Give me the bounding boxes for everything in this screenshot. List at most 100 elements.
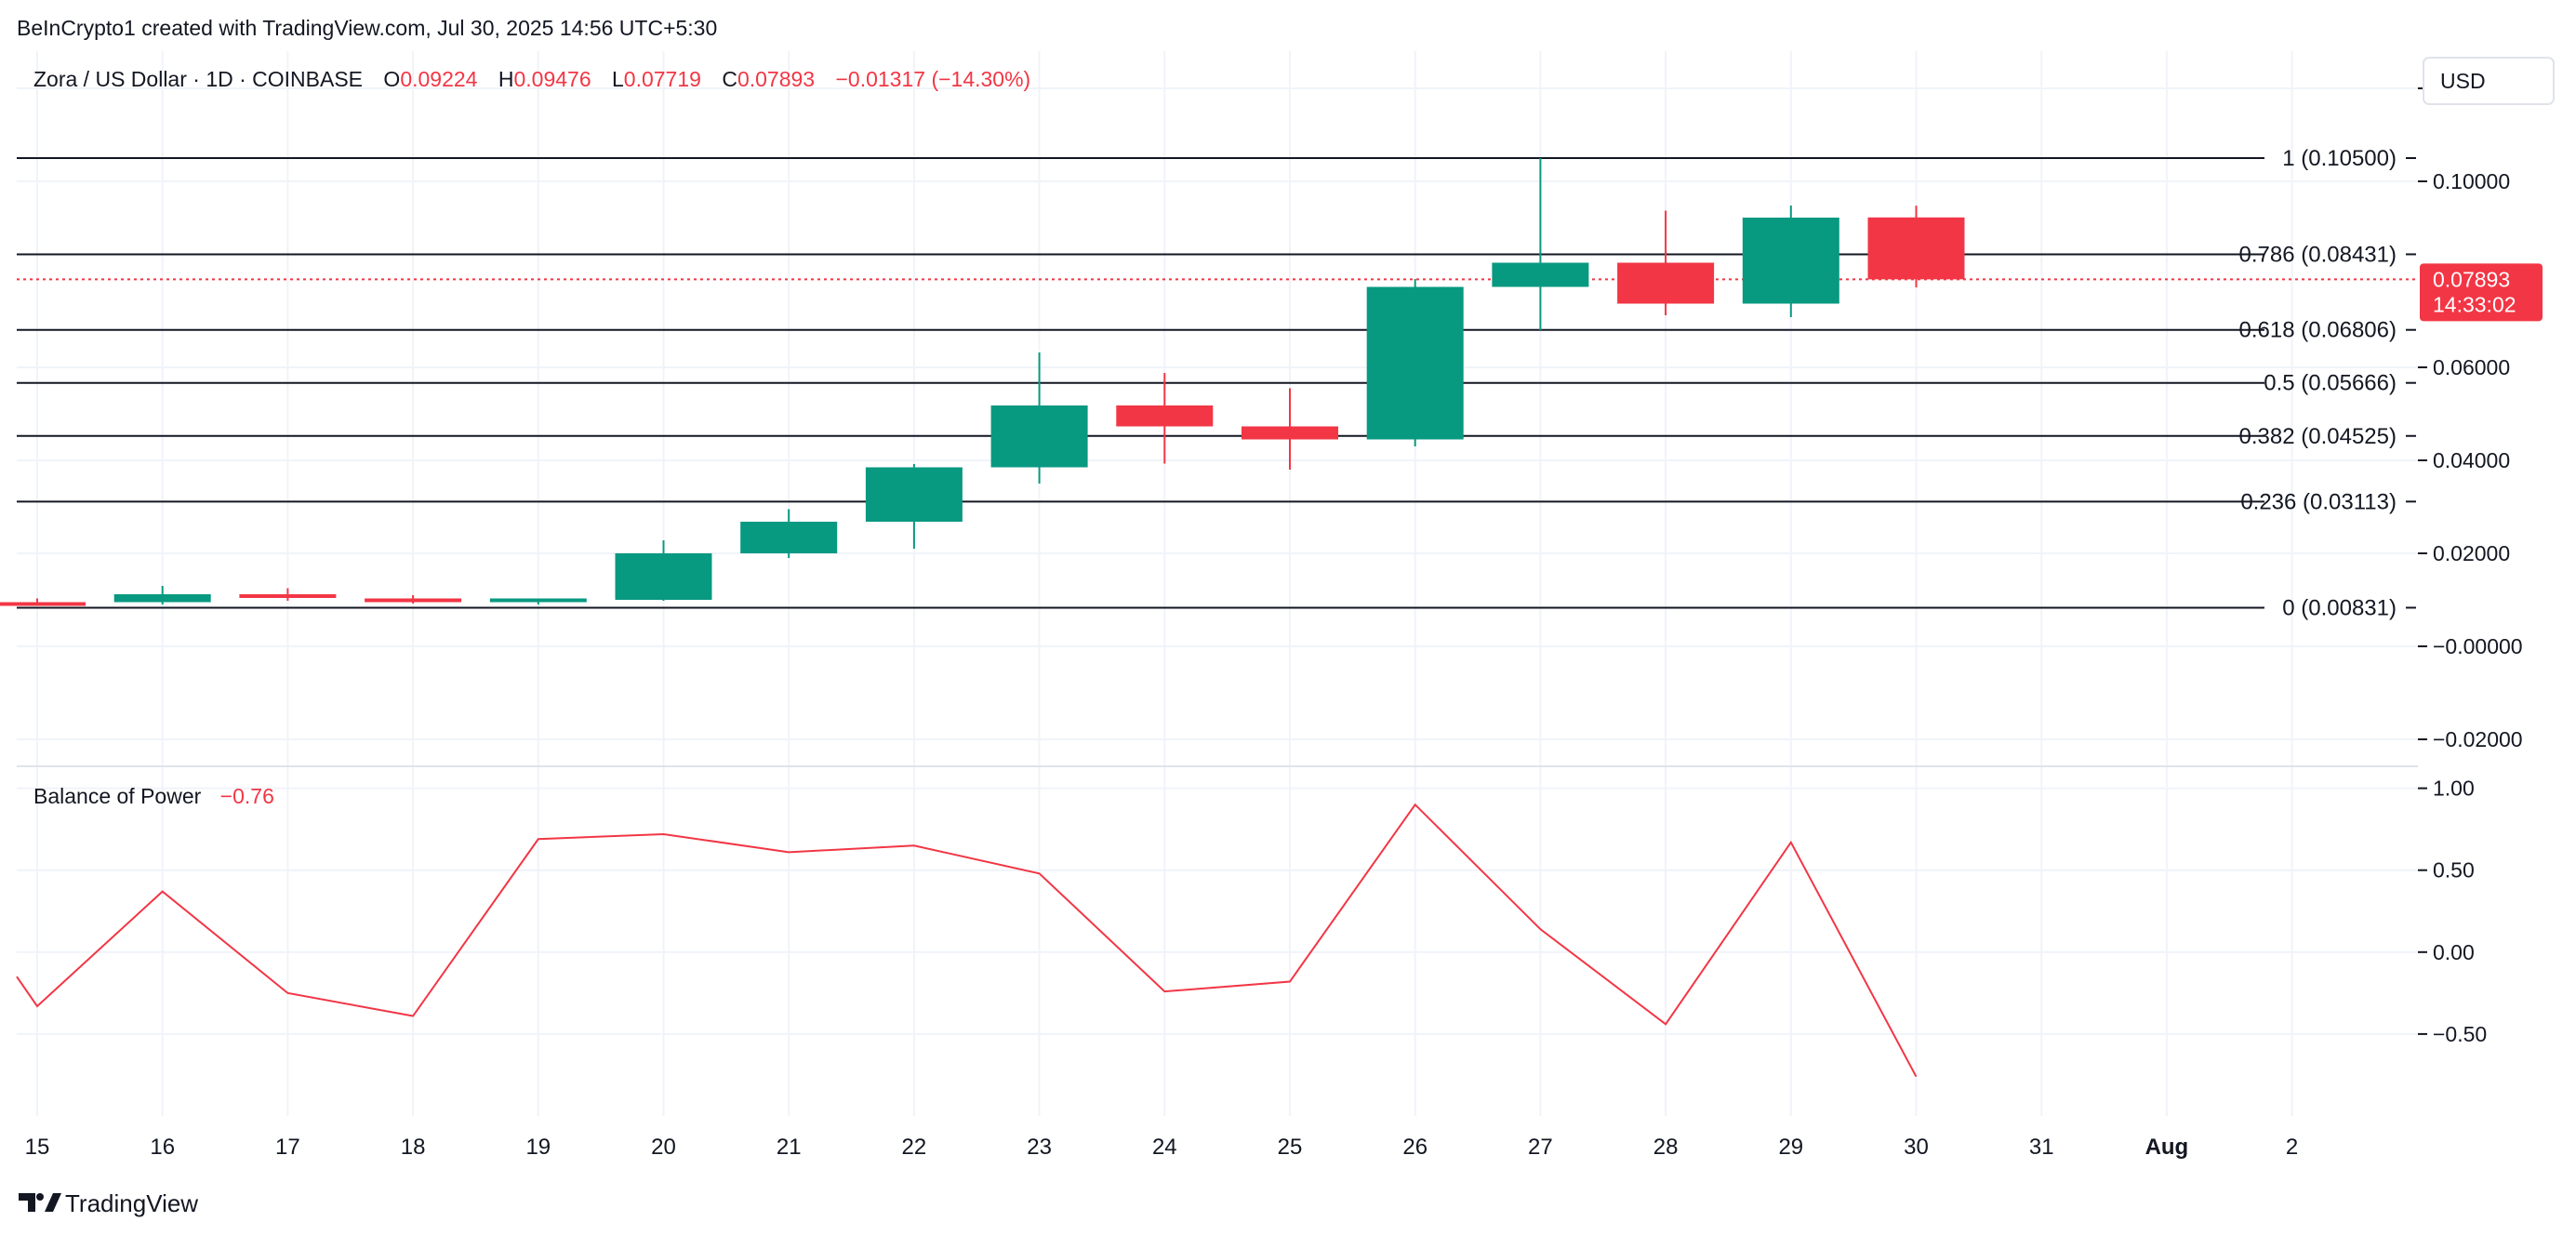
fib-level-label: 0.236 (0.03113) [2240, 489, 2397, 514]
time-axis-label: 25 [1278, 1135, 1303, 1160]
candle [1617, 210, 1715, 315]
indicator-axis[interactable]: 1.00 0.50 0.00 −0.50 [2418, 777, 2487, 1046]
tradingview-logo[interactable]: TradingView [19, 1189, 198, 1217]
time-axis-label: 17 [275, 1135, 300, 1160]
candle-body [865, 467, 963, 522]
candle [865, 464, 963, 549]
time-axis-label: 28 [1653, 1135, 1679, 1160]
fib-level-label: 0 (0.00831) [2282, 595, 2397, 620]
high-label: H [498, 67, 514, 91]
candle-body [239, 594, 337, 598]
open-value: 0.09224 [400, 67, 477, 91]
price-axis-label: −0.00000 [2433, 634, 2523, 658]
indicator-axis-label: 1.00 [2433, 777, 2475, 801]
candle [990, 352, 1088, 484]
candle-body [113, 594, 211, 603]
low-label: L [612, 67, 624, 91]
currency-button[interactable]: USD [2423, 57, 2555, 105]
price-axis-label: 0.06000 [2433, 355, 2510, 379]
change-value: −0.01317 (−14.30%) [835, 67, 1030, 91]
currency-button-label: USD [2440, 69, 2486, 93]
candle-body [489, 598, 587, 603]
candle-body [1116, 405, 1214, 427]
time-axis-label: Aug [2145, 1135, 2189, 1160]
fib-level-label: 0.5 (0.05666) [2264, 371, 2397, 396]
indicator-axis-label: 0.00 [2433, 940, 2475, 964]
candle [365, 595, 462, 604]
candle-body [615, 553, 712, 600]
candle [1742, 206, 1839, 317]
time-axis-label: 31 [2029, 1135, 2054, 1160]
candle-body [990, 405, 1088, 468]
indicator-axis-label: 0.50 [2433, 858, 2475, 883]
low-value: 0.07719 [624, 67, 701, 91]
candle-body [740, 522, 838, 553]
grid-lines [17, 51, 2418, 1116]
candle-body [1867, 217, 1965, 280]
time-axis-label: 2 [2286, 1135, 2298, 1160]
tradingview-wordmark: TradingView [65, 1189, 198, 1217]
close-label: C [722, 67, 737, 91]
candle [0, 598, 86, 606]
time-axis-label: 19 [525, 1135, 551, 1160]
candlestick-series [0, 158, 1965, 606]
fibonacci-retracement[interactable]: 1 (0.10500) 0.786 (0.08431) 0.618 (0.06806… [17, 146, 2418, 620]
time-axis-label: 23 [1027, 1135, 1052, 1160]
candle [615, 540, 712, 601]
candle [1867, 206, 1965, 288]
time-axis-label: 20 [651, 1135, 676, 1160]
price-axis-label: −0.02000 [2433, 727, 2523, 751]
candle [740, 509, 838, 558]
time-axis-label: 15 [25, 1135, 50, 1160]
price-axis-label: 0.04000 [2433, 448, 2510, 472]
time-axis-label: 27 [1528, 1135, 1553, 1160]
indicator-legend: Balance of Power −0.76 [33, 784, 274, 808]
time-axis-label: 24 [1152, 1135, 1177, 1160]
candle [1116, 373, 1214, 464]
attribution-text: BeInCrypto1 created with TradingView.com… [17, 16, 717, 40]
price-axis[interactable]: 0.120000.100000.060000.040000.02000−0.00… [2418, 76, 2523, 751]
last-price-tag: 0.07893 14:33:02 [2420, 263, 2543, 322]
candle [1242, 388, 1338, 470]
last-price-countdown: 14:33:02 [2433, 292, 2516, 316]
candle-body [365, 598, 462, 603]
time-axis-label: 26 [1402, 1135, 1427, 1160]
balance-of-power-line [16, 803, 1918, 1078]
candle [113, 586, 211, 604]
fib-level-label: 0.618 (0.06806) [2239, 318, 2397, 343]
candle-body [1366, 286, 1464, 440]
candle-body [1492, 262, 1589, 287]
price-axis-label: 0.10000 [2433, 169, 2510, 193]
time-axis-label: 22 [902, 1135, 927, 1160]
last-price-value: 0.07893 [2433, 267, 2510, 291]
candle-body [1617, 262, 1715, 304]
symbol-title[interactable]: Zora / US Dollar · 1D · COINBASE [33, 67, 363, 91]
candle [1366, 279, 1464, 446]
high-value: 0.09476 [513, 67, 591, 91]
candle [1492, 158, 1589, 330]
ohlc-legend: Zora / US Dollar · 1D · COINBASE O0.0922… [33, 67, 1030, 91]
time-axis-label: 29 [1778, 1135, 1803, 1160]
close-value: 0.07893 [737, 67, 815, 91]
time-axis[interactable]: 15 16 17 18 19 20 21 22 23 24 25 26 27 28 29 30 31 Aug 2 [25, 1135, 2299, 1160]
time-axis-label: 30 [1904, 1135, 1929, 1160]
candle-body [1242, 426, 1338, 440]
fib-level-label: 0.382 (0.04525) [2239, 424, 2397, 449]
indicator-value: −0.76 [220, 784, 274, 808]
open-label: O [383, 67, 400, 91]
candle-body [0, 602, 86, 606]
candle-body [1742, 218, 1839, 304]
price-axis-label: 0.02000 [2433, 541, 2510, 565]
time-axis-label: 21 [777, 1135, 802, 1160]
candle [239, 588, 337, 601]
time-axis-label: 18 [401, 1135, 426, 1160]
tradingview-logo-icon [19, 1193, 61, 1212]
fib-level-label: 1 (0.10500) [2282, 146, 2397, 171]
indicator-axis-label: −0.50 [2433, 1022, 2487, 1046]
fib-level-label: 0.786 (0.08431) [2239, 242, 2397, 267]
indicator-name[interactable]: Balance of Power [33, 784, 202, 808]
candle [489, 598, 587, 604]
time-axis-label: 16 [150, 1135, 175, 1160]
balance-of-power-series [16, 803, 1918, 1078]
